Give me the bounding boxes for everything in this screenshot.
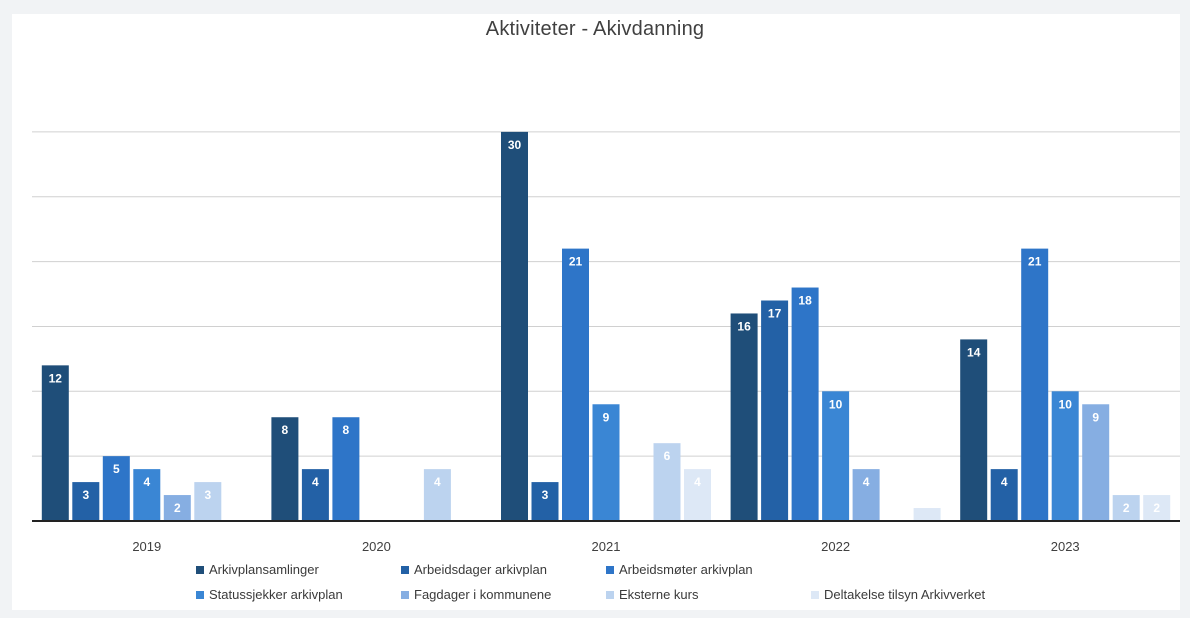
legend-label: Deltakelse tilsyn Arkivverket: [824, 587, 986, 602]
legend-label: Fagdager i kommunene: [414, 587, 552, 602]
bar: [1021, 248, 1049, 521]
bar-data-label: 4: [312, 475, 319, 489]
bar: [791, 287, 819, 521]
bar: [531, 482, 559, 521]
bar-data-label: 17: [768, 307, 782, 321]
bar: [1143, 495, 1171, 521]
legend-entry: Deltakelse tilsyn Arkivverket: [811, 587, 1016, 602]
legend-entry: Fagdager i kommunene: [401, 587, 606, 602]
x-axis-tick-label: 2019: [132, 539, 161, 554]
bar-data-label: 4: [434, 475, 441, 489]
bar-data-label: 10: [1059, 397, 1073, 411]
bar: [990, 469, 1018, 521]
legend-swatch: [606, 565, 614, 574]
bar: [960, 339, 988, 521]
bar-data-label: 21: [569, 255, 583, 269]
x-axis-tick-label: 2023: [1051, 539, 1080, 554]
bar-data-label: 2: [1123, 501, 1130, 515]
bar-data-label: 12: [49, 371, 63, 385]
bar-data-label: 4: [1001, 475, 1008, 489]
legend-entry: Eksterne kurs: [606, 587, 811, 602]
bar-data-label: 14: [967, 345, 981, 359]
x-axis-tick-label: 2020: [362, 539, 391, 554]
bar: [562, 248, 589, 521]
bar-data-label: 8: [343, 423, 350, 437]
legend-label: Eksterne kurs: [619, 587, 699, 602]
bar: [271, 417, 299, 521]
legend-label: Arbeidsmøter arkivplan: [619, 562, 753, 577]
bar: [684, 469, 711, 521]
bar-data-label: 8: [282, 423, 289, 437]
legend-swatch: [606, 590, 614, 599]
bar-data-label: 4: [863, 475, 870, 489]
bar-data-label: 3: [82, 488, 89, 502]
bar-data-label: 3: [542, 488, 549, 502]
bar-data-label: 30: [508, 138, 522, 152]
x-axis-tick-label: 2021: [592, 539, 621, 554]
bar: [301, 469, 329, 521]
bar-data-label: 9: [603, 410, 610, 424]
bar: [41, 365, 69, 521]
legend-swatch: [196, 590, 204, 599]
bar-data-label: 18: [798, 294, 812, 308]
bar: [653, 443, 681, 521]
bar-data-label: 21: [1028, 255, 1042, 269]
legend-label: Arkivplansamlinger: [209, 562, 319, 577]
bar-data-label: 2: [1153, 501, 1160, 515]
legend-label: Arbeidsdager arkivplan: [414, 562, 547, 577]
bar-data-label: 4: [694, 475, 701, 489]
chart-title: Aktiviteter - Akivdanning: [485, 18, 705, 40]
bar-chart: 12 3 5 4 2 3 2019 8 4 8 4 2020 30 3 21 9 6 4 2021 16 17 18 10 4…: [32, 131, 1180, 554]
legend-swatch: [196, 565, 204, 574]
bar: [1082, 404, 1110, 521]
bar: [822, 391, 850, 521]
legend-swatch: [401, 565, 409, 574]
bar-data-label: 4: [143, 475, 150, 489]
bar: [1112, 495, 1140, 521]
bar-data-label: 5: [113, 462, 120, 476]
bar: [852, 469, 880, 521]
bar-data-label: 16: [737, 319, 751, 333]
bar: [133, 469, 161, 521]
bar: [194, 482, 222, 521]
legend-label: Statussjekker arkivplan: [209, 587, 343, 602]
bar: [1051, 391, 1079, 521]
bar-data-label: 9: [1092, 410, 1099, 424]
bar: [501, 131, 528, 521]
legend-entry: Arbeidsmøter arkivplan: [606, 562, 818, 577]
bar: [913, 508, 941, 521]
legend-entry: Statussjekker arkivplan: [196, 587, 401, 602]
bar: [730, 313, 758, 521]
bar: [423, 469, 451, 521]
chart-legend: Arkivplansamlinger Arbeidsdager arkivplan…: [196, 562, 1016, 602]
bar-data-label: 2: [174, 501, 181, 515]
legend-entry: Arkivplansamlinger: [196, 562, 401, 577]
bar: [761, 300, 789, 521]
bar: [72, 482, 100, 521]
bar-data-label: 6: [664, 449, 671, 463]
bar: [102, 456, 130, 521]
x-axis-tick-label: 2022: [821, 539, 850, 554]
bar: [163, 495, 191, 521]
legend-swatch: [401, 590, 409, 599]
bar: [332, 417, 360, 521]
legend-entry: Arbeidsdager arkivplan: [401, 562, 606, 577]
legend-swatch: [811, 590, 819, 599]
bar-data-label: 10: [829, 397, 843, 411]
bar: [592, 404, 620, 521]
bar-data-label: 3: [204, 488, 211, 502]
